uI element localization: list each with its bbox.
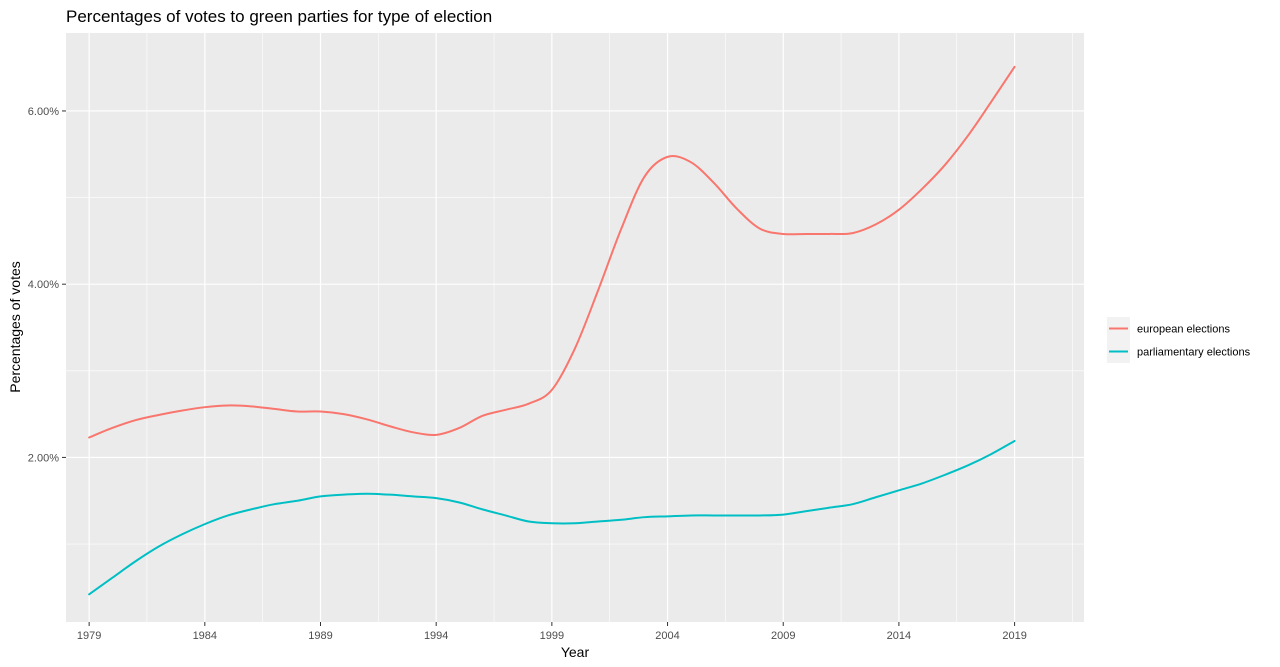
x-tick-label: 2014 [887,630,911,642]
y-tick-label: 4.00% [28,279,59,291]
x-tick-label: 1999 [540,630,564,642]
major-gridlines [66,33,1084,622]
x-tick-label: 1979 [77,630,101,642]
x-tick-label: 2004 [655,630,679,642]
legend: european elections parliamentary election… [1107,317,1251,363]
x-tick-label: 2009 [771,630,795,642]
y-tick-label: 6.00% [28,106,59,118]
series-line-european-elections [88,65,1016,439]
series-lines [88,65,1016,596]
plot-panel [66,33,1084,622]
y-axis-title: Percentages of votes [7,261,23,393]
legend-label-parliamentary-elections: parliamentary elections [1137,347,1251,359]
y-tick-label: 2.00% [28,452,59,464]
x-tick-label: 2019 [1002,630,1026,642]
x-tick-label: 1989 [308,630,332,642]
legend-label-european-elections: european elections [1137,324,1230,336]
x-axis-title: Year [561,644,590,660]
x-tick-label: 1984 [193,630,217,642]
series-line-parliamentary-elections [88,439,1016,596]
x-axis: 1979 1984 1989 1994 1999 2004 2009 2014 2019 [77,622,1027,642]
y-axis: 2.00% 4.00% 6.00% [28,106,66,464]
x-tick-label: 1994 [424,630,448,642]
minor-gridlines [66,33,1084,622]
chart-title: Percentages of votes to green parties fo… [66,7,492,26]
